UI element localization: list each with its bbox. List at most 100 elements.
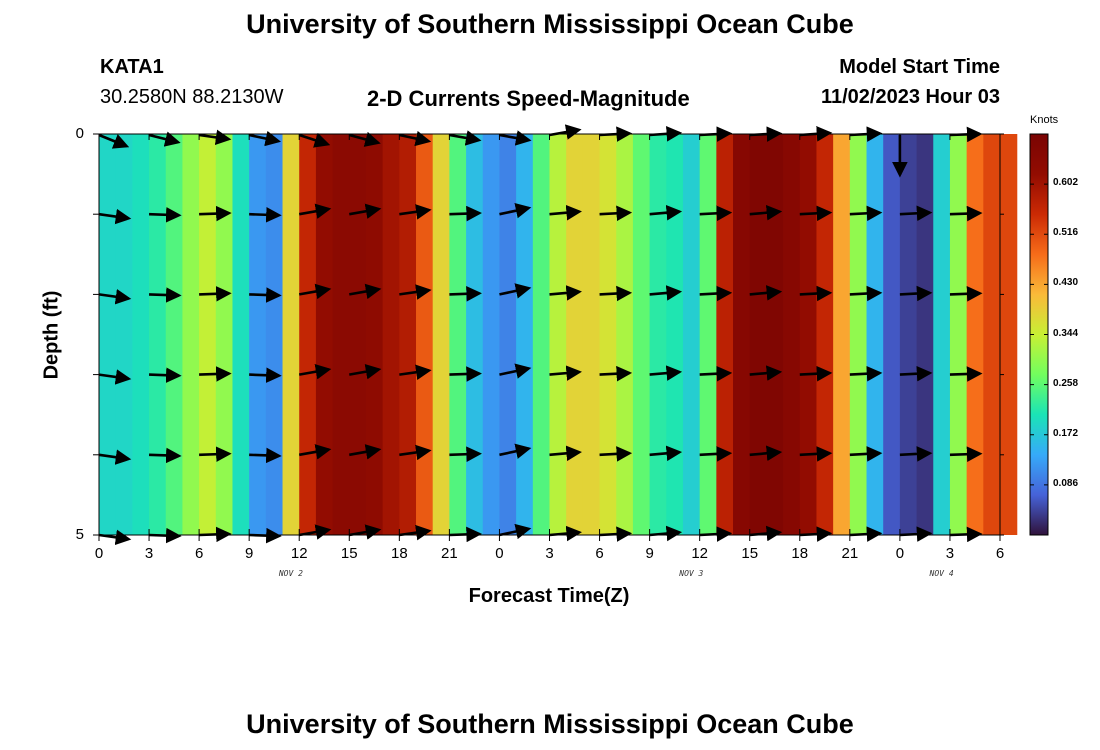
current-vector [649,445,683,462]
heatmap-cell [1000,134,1018,535]
heatmap-cell [99,134,117,535]
current-vector [799,365,833,382]
current-vector [249,287,282,303]
current-vector [349,363,382,380]
current-vector [599,126,633,142]
current-vector [449,130,482,146]
x-tick-label: 3 [945,545,955,562]
current-vector [349,444,382,460]
x-tick-label: 18 [390,545,408,562]
current-vector [349,524,382,540]
heatmap-cell [149,134,167,535]
current-vector [399,130,432,147]
heatmap-cell [482,134,501,535]
heatmap-cell [582,134,601,535]
current-vector [849,365,883,382]
colorbar-title: Knots [1030,114,1059,126]
current-vector [249,527,282,544]
current-vector [649,204,683,221]
heatmap-cell [532,134,551,535]
current-vector [399,204,432,220]
x-tick-label: 15 [340,545,358,562]
current-vector [349,203,382,219]
heatmap-cell [282,134,300,535]
current-vector [899,285,933,302]
current-vector [649,126,683,142]
current-vector [599,365,633,382]
current-vector [899,365,933,382]
heatmap-cell [165,134,184,535]
heatmap-cell [516,134,534,535]
current-vector [699,365,733,382]
current-vector [298,283,332,300]
x-tick-label: 21 [441,545,458,562]
current-vector [749,285,783,301]
current-vector [549,365,582,381]
current-vector [699,526,733,542]
heatmap-cell [899,134,918,535]
heatmap-cell [215,134,234,535]
current-vector [449,205,482,222]
current-vector [399,444,432,461]
current-vector [699,126,733,142]
model-start-value: 11/02/2023 Hour 03 [820,86,1000,108]
heatmap-cell [933,134,951,535]
chart-subtitle: 2-D Currents Speed-Magnitude [367,86,690,111]
station-coords: 30.2580N 88.2130W [100,86,284,108]
current-vector [799,446,833,462]
current-vector [399,284,432,300]
current-vector [298,444,332,460]
current-vector [749,525,783,542]
x-tick-label: 3 [144,545,154,562]
x-axis-label: Forecast Time(Z) [468,585,630,607]
y-tick-label: 0 [75,125,84,142]
current-vector [449,286,482,302]
x-tick-label: 21 [841,545,859,562]
station-id: KATA1 [100,56,164,78]
current-vector [298,203,332,219]
x-tick-label: 12 [691,545,708,562]
current-vector [599,205,633,222]
heatmap-cell [449,134,467,535]
current-vector [899,446,933,462]
x-tick-label: 6 [595,545,604,562]
current-vector [799,526,833,542]
x-tick-label: 15 [741,545,759,562]
heatmap-cell [716,134,734,535]
current-vector [499,523,532,540]
heatmap-cell [332,134,350,535]
current-vector [98,369,132,385]
current-vector [549,285,582,301]
current-vector [149,367,182,383]
current-vector [149,447,182,464]
colorbar-label: 0.172 [1053,427,1079,439]
day-label: NOV 3 [679,569,704,578]
current-vector [499,283,532,299]
heatmap-cell [966,134,984,535]
current-vector [699,205,733,222]
model-start-label: Model Start Time [839,56,1000,78]
heatmap-cell [349,134,367,535]
current-vector [149,206,182,223]
current-vector [799,126,833,142]
heatmap-cell [649,134,667,535]
current-vector [449,366,482,382]
current-vector [749,204,783,221]
heatmap-cell [816,134,834,535]
heatmap-cell [749,134,768,535]
heatmap-cell [699,134,717,535]
current-vector [699,446,733,462]
current-vector [649,525,683,542]
current-vector [449,526,482,543]
heatmap-cell [432,134,450,535]
colorbar-label: 0.086 [1053,477,1079,489]
current-vector [249,447,282,464]
heatmap-cell [315,134,334,535]
current-vector [599,526,633,542]
current-vector [199,526,232,543]
colorbar-label: 0.258 [1053,377,1079,389]
current-vector [749,126,783,142]
current-vector [549,204,582,221]
current-vector [599,285,633,302]
current-vector [799,205,833,222]
